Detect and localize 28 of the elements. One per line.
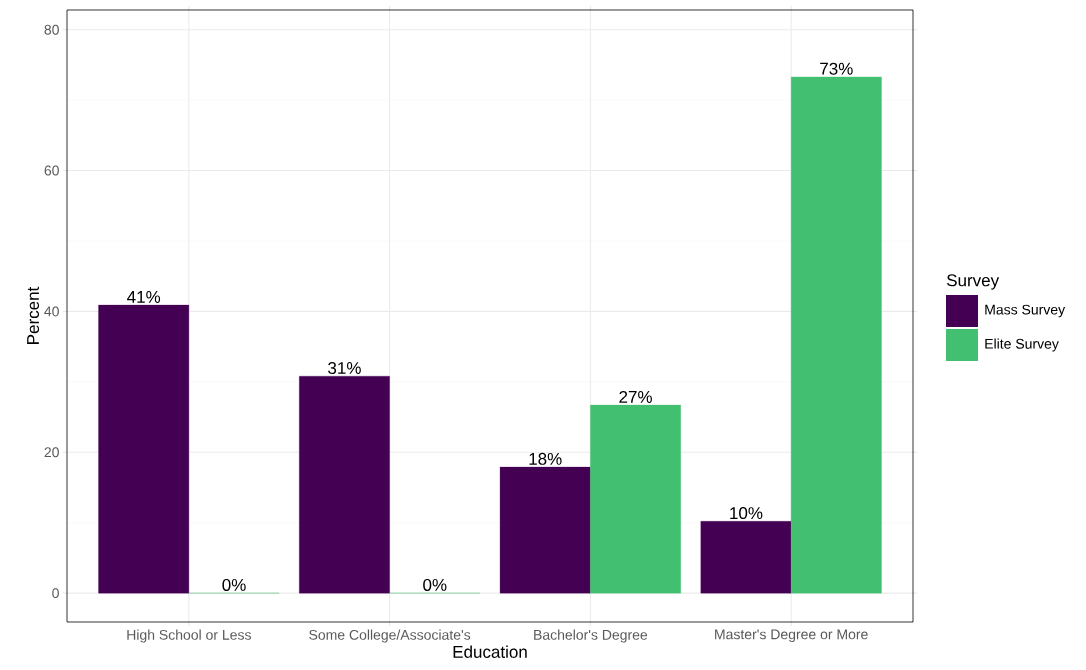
legend-label: Elite Survey [985, 338, 1059, 352]
x-tick-label: Master's Degree or More [715, 629, 868, 643]
legend-label: Mass Survey [985, 304, 1066, 318]
bar [590, 404, 681, 594]
y-tick-label: 0 [52, 588, 59, 599]
y-tick-label: 20 [44, 447, 59, 458]
data-label: 27% [619, 390, 652, 403]
bar [98, 304, 190, 594]
legend-title: Survey [946, 274, 1000, 290]
y-tick-label: 80 [44, 24, 59, 35]
bar [700, 521, 792, 594]
x-tick-label: Bachelor's Degree [534, 629, 648, 643]
bar [299, 376, 390, 594]
y-axis-title: Percent [27, 286, 40, 344]
data-label: 18% [529, 452, 562, 465]
bar [791, 76, 882, 594]
data-label: 0% [222, 578, 246, 591]
data-label: 41% [127, 290, 161, 303]
x-axis-title: Education [453, 645, 527, 658]
bar [499, 466, 591, 594]
data-label: 73% [820, 62, 853, 75]
x-tick-label: Some College/Associate's [309, 629, 471, 643]
x-tick-label: High School or Less [127, 629, 251, 643]
data-label: 31% [328, 361, 361, 375]
data-label: 10% [730, 507, 763, 520]
data-label: 0% [423, 578, 447, 591]
y-tick-label: 40 [44, 306, 59, 317]
y-tick-label: 60 [44, 165, 59, 176]
